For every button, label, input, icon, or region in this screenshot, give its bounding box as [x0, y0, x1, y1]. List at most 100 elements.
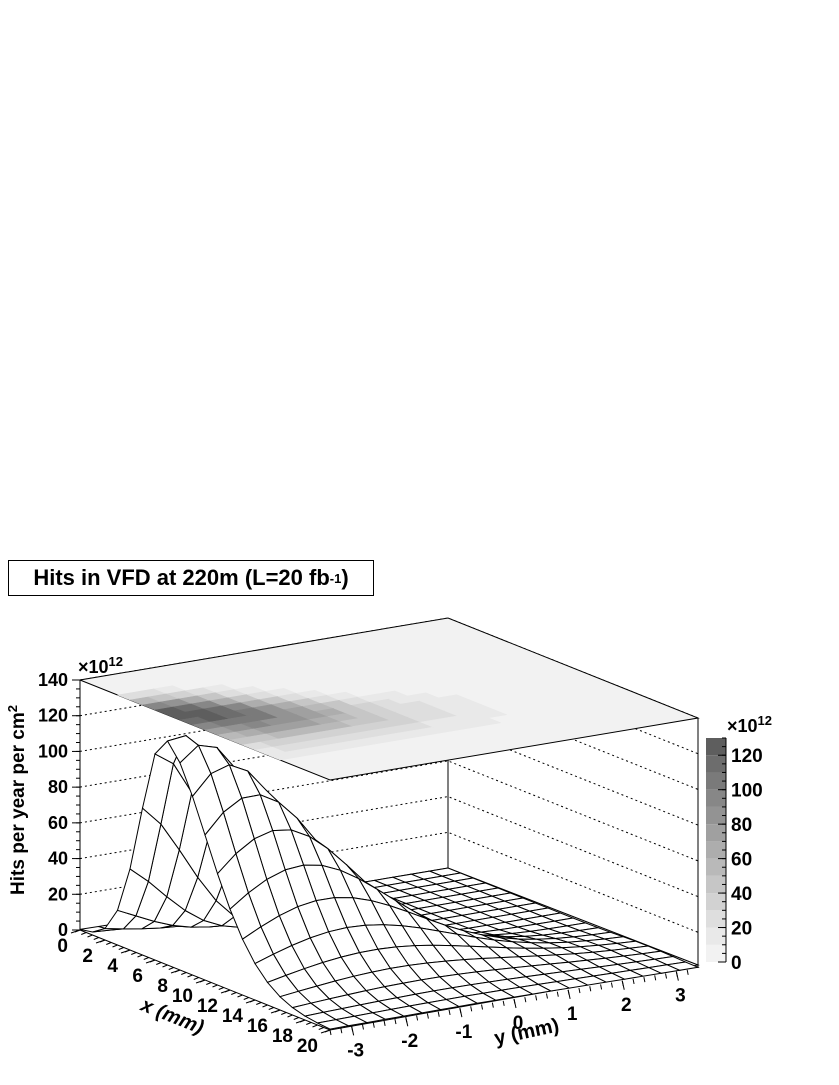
x-tick-label-6: 6 — [132, 966, 143, 987]
colorbar-band — [706, 824, 726, 842]
x-minor-tick — [274, 1009, 281, 1013]
x-tick-label-0: 0 — [57, 936, 68, 957]
colorbar-band — [706, 944, 726, 962]
z-multiplier: ×1012 — [78, 654, 123, 677]
colorbar-band — [706, 738, 726, 756]
colorbar-tick-label-60: 60 — [731, 850, 752, 871]
y-minor-tick — [556, 991, 559, 997]
y-minor-tick — [545, 993, 548, 999]
y-minor-tick — [686, 969, 689, 975]
x-tick-label-2: 2 — [82, 946, 93, 967]
z-tick-label-140: 140 — [38, 670, 68, 690]
chart-title-superscript: -1 — [329, 570, 342, 586]
y-minor-tick — [361, 1024, 364, 1030]
y-minor-tick — [589, 986, 592, 992]
x-minor-tick — [106, 942, 112, 945]
z-tick-label-80: 80 — [48, 777, 68, 797]
surface-cell — [315, 1019, 350, 1030]
y-minor-tick — [567, 989, 570, 995]
colorbar-band — [706, 772, 726, 790]
y-minor-tick — [329, 1029, 332, 1036]
x-minor-tick — [206, 982, 212, 985]
x-tick-label-16: 16 — [247, 1016, 268, 1037]
colorbar-band — [706, 789, 726, 807]
y-minor-tick — [351, 1026, 354, 1032]
x-tick-label-4: 4 — [107, 956, 118, 977]
x-minor-tick — [193, 977, 199, 980]
x-minor-tick — [237, 994, 243, 998]
x-minor-tick — [218, 987, 224, 990]
y-tick-label--2: -2 — [401, 1031, 418, 1052]
contour-cell — [468, 717, 502, 727]
y-minor-tick — [621, 980, 624, 986]
x-minor-tick — [187, 974, 193, 978]
x-minor-tick — [231, 992, 237, 995]
z-axis-label: Hits per year per cm2 — [5, 705, 29, 895]
colorbar-band — [706, 893, 726, 911]
colorbar-band — [706, 755, 726, 773]
x-tick-label-14: 14 — [222, 1006, 244, 1027]
x-minor-tick — [74, 929, 81, 933]
x-minor-tick — [118, 947, 124, 950]
y-tick-label-0: 0 — [513, 1013, 524, 1034]
x-minor-tick — [243, 997, 249, 1000]
x-tick-label-12: 12 — [197, 996, 218, 1017]
colorbar-band — [706, 910, 726, 928]
y-minor-tick — [643, 977, 646, 983]
x-minor-tick — [124, 949, 131, 953]
y-minor-tick — [340, 1028, 343, 1034]
y-minor-tick — [459, 1008, 462, 1014]
x-tick-label-20: 20 — [297, 1036, 318, 1057]
x-minor-tick — [262, 1004, 268, 1008]
colorbar-multiplier: ×1012 — [727, 713, 772, 736]
x-minor-tick — [281, 1012, 287, 1015]
x-minor-tick — [306, 1022, 312, 1025]
colorbar-band — [706, 927, 726, 945]
z-tick-label-20: 20 — [48, 884, 68, 904]
surface-mesh — [79, 734, 700, 1030]
colorbar-band — [706, 806, 726, 825]
x-minor-tick — [256, 1002, 262, 1005]
y-minor-tick — [470, 1006, 473, 1012]
y-minor-tick — [675, 971, 678, 977]
x-minor-tick — [324, 1029, 331, 1033]
x-minor-tick — [93, 937, 99, 940]
y-tick-label--3: -3 — [347, 1040, 364, 1061]
colorbar-tick-label-80: 80 — [731, 815, 752, 836]
y-axis-label: y (mm) — [492, 1015, 561, 1050]
y-minor-tick — [600, 984, 603, 990]
top-contour-cells — [116, 684, 508, 761]
z-tick-label-120: 120 — [38, 706, 68, 726]
y-minor-tick — [448, 1009, 451, 1016]
z-tick-label-40: 40 — [48, 849, 68, 869]
y-minor-tick — [524, 997, 527, 1003]
colorbar-band — [706, 875, 726, 894]
y-minor-tick — [665, 973, 668, 979]
x-minor-tick — [112, 944, 118, 948]
x-minor-tick — [168, 967, 174, 970]
x-minor-tick — [162, 964, 168, 968]
x-minor-tick — [149, 959, 156, 963]
y-minor-tick — [578, 987, 581, 994]
x-minor-tick — [249, 999, 256, 1003]
colorbar-tick-label-120: 120 — [731, 746, 763, 767]
z-tick-label-0: 0 — [58, 920, 68, 940]
colorbar-band — [706, 858, 726, 876]
x-minor-tick — [181, 972, 187, 975]
contour-cell — [474, 709, 508, 719]
y-minor-tick — [437, 1011, 440, 1017]
x-minor-tick — [143, 957, 149, 960]
x-minor-tick — [174, 969, 181, 973]
y-minor-tick — [394, 1018, 397, 1025]
y-tick-label-2: 2 — [621, 995, 632, 1016]
x-tick-label-18: 18 — [272, 1026, 293, 1047]
x-minor-tick — [318, 1027, 324, 1030]
y-minor-tick — [610, 982, 613, 988]
y-minor-tick — [405, 1017, 408, 1023]
x-tick-label-10: 10 — [172, 986, 193, 1007]
colorbar-tick-label-20: 20 — [731, 919, 752, 940]
chart-title-text: Hits in VFD at 220m (L=20 fb — [33, 565, 330, 590]
y-tick-label-3: 3 — [675, 986, 686, 1007]
y-tick-label-1: 1 — [567, 1004, 578, 1025]
